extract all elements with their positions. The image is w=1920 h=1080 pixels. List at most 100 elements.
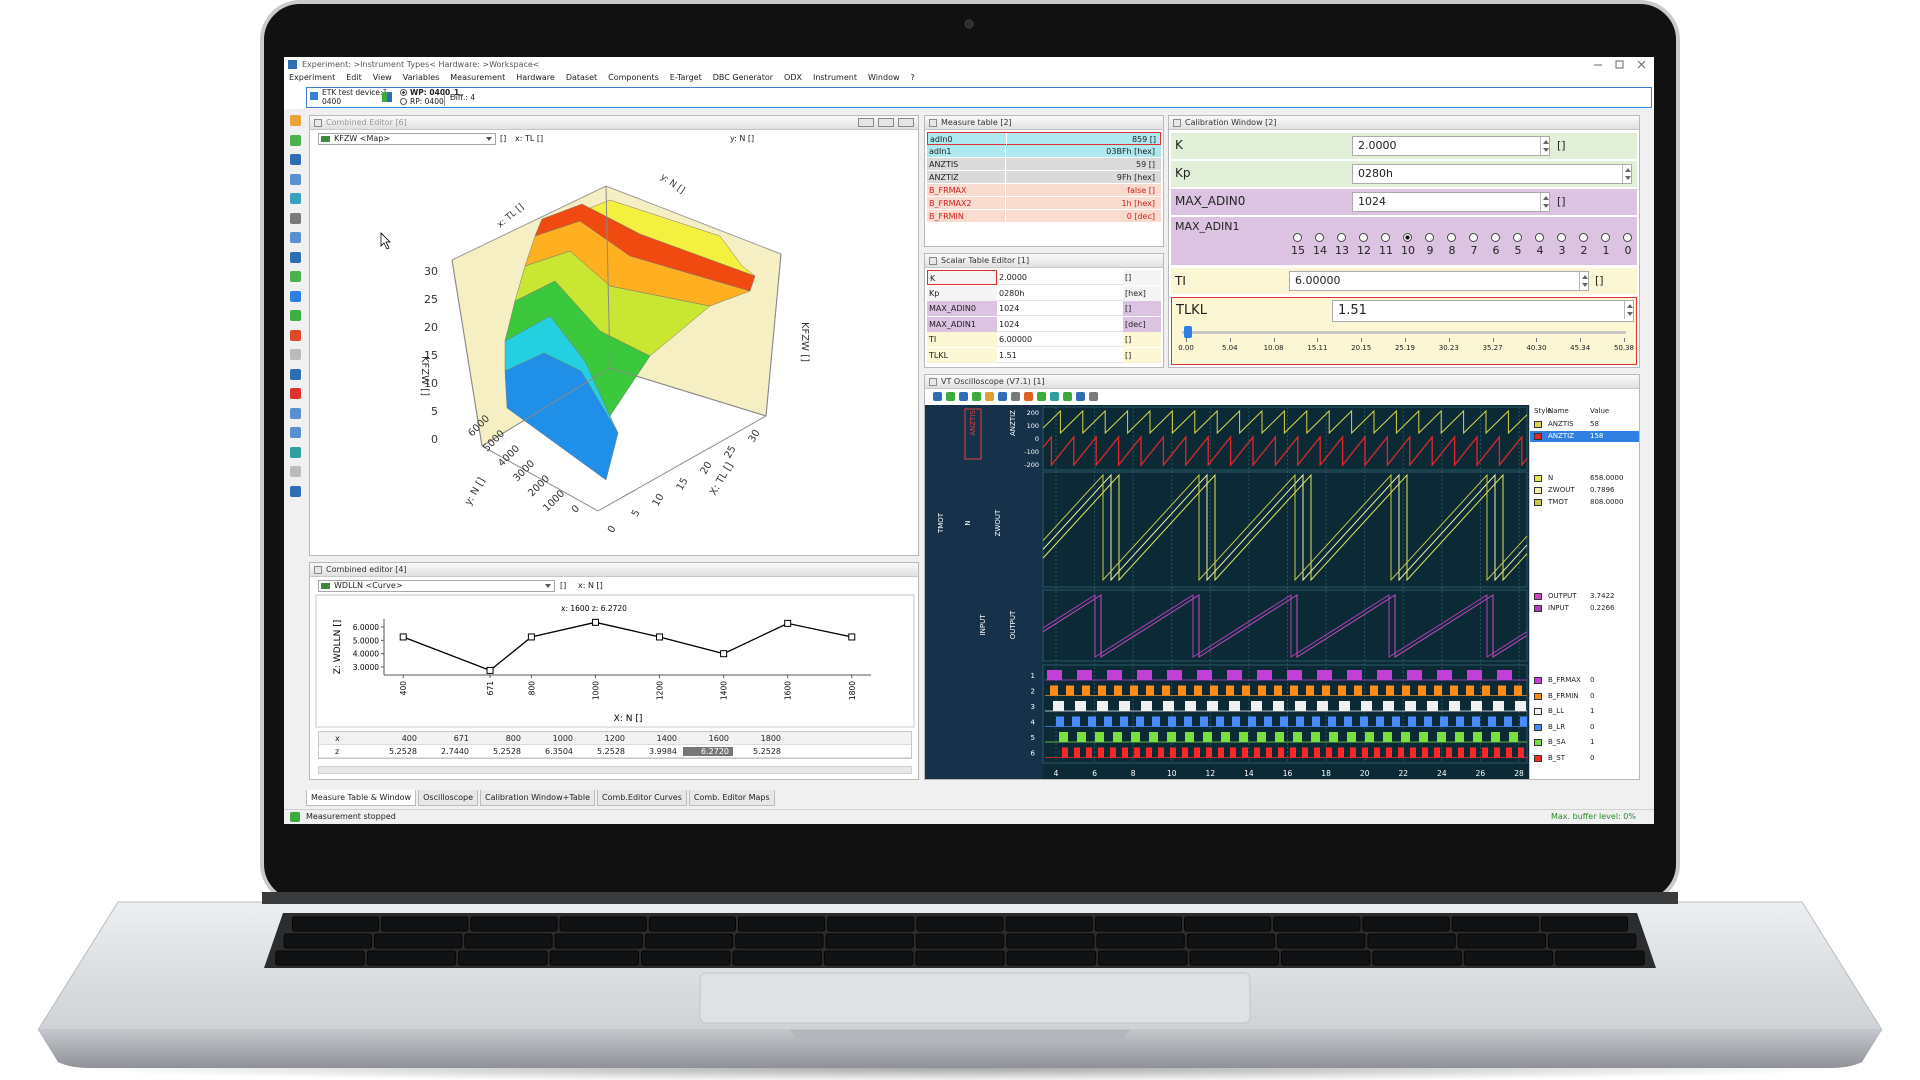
window-button[interactable] <box>898 118 914 127</box>
osc-tool[interactable] <box>1024 392 1033 401</box>
osc-tool[interactable] <box>1037 392 1046 401</box>
legend-entry[interactable]: B_SA 1 <box>1530 737 1639 748</box>
slider-thumb[interactable] <box>1184 326 1192 338</box>
bit-radio[interactable] <box>1513 233 1522 242</box>
tool-icon[interactable] <box>290 251 301 263</box>
menu-item[interactable]: Edit <box>346 73 362 82</box>
tool-icon[interactable] <box>290 271 301 282</box>
tab[interactable]: Calibration Window+Table <box>480 790 596 806</box>
tool-icon[interactable] <box>290 446 301 458</box>
tool-icon[interactable] <box>290 466 301 477</box>
tool-icon[interactable] <box>290 115 301 126</box>
menu-item[interactable]: View <box>372 73 392 82</box>
osc-tool[interactable] <box>998 392 1007 401</box>
legend-entry[interactable]: INPUT 0.2266 <box>1530 603 1639 614</box>
menu-item[interactable]: Instrument <box>812 73 857 82</box>
tool-icon[interactable] <box>290 290 301 302</box>
menu-item[interactable]: Experiment <box>289 73 336 82</box>
bit-radio[interactable] <box>1315 233 1324 242</box>
tool-icon[interactable] <box>290 329 301 341</box>
tool-icon[interactable] <box>290 134 301 146</box>
menu-item[interactable]: Measurement <box>450 73 506 82</box>
legend-entry[interactable]: B_LL 1 <box>1530 706 1639 717</box>
tool-icon[interactable] <box>290 485 301 497</box>
tool-icon[interactable] <box>290 154 301 165</box>
bit-radio[interactable] <box>1293 233 1302 242</box>
bit-radio[interactable] <box>1579 233 1588 242</box>
osc-tool[interactable] <box>1089 392 1098 401</box>
dropdown[interactable]: WDLLN <Curve> <box>318 580 555 592</box>
wp-radio[interactable] <box>400 89 407 96</box>
menu-item[interactable]: Hardware <box>516 73 555 82</box>
menu-item[interactable]: Components <box>608 73 659 82</box>
tool-icon[interactable] <box>290 349 301 360</box>
tool-icon[interactable] <box>290 193 301 204</box>
legend-entry[interactable]: ZWOUT 0.7896 <box>1530 485 1639 496</box>
spinner[interactable] <box>1622 165 1631 183</box>
value-box[interactable]: 0280h <box>1352 164 1632 184</box>
menu-item[interactable]: E-Target <box>669 73 702 82</box>
osc-tool[interactable] <box>1076 392 1085 401</box>
bit-radio[interactable] <box>1337 233 1346 242</box>
bit-radio[interactable] <box>1623 233 1632 242</box>
bit-radio[interactable] <box>1447 233 1456 242</box>
value-box[interactable]: 6.00000 <box>1289 271 1589 291</box>
legend-entry[interactable]: TMOT 808.0000 <box>1530 497 1639 508</box>
menu-item[interactable]: Window <box>867 73 900 82</box>
osc-tool[interactable] <box>972 392 981 401</box>
tool-icon[interactable] <box>290 427 301 438</box>
legend-entry[interactable]: B_FRMIN 0 <box>1530 691 1639 702</box>
window-button[interactable] <box>858 118 874 127</box>
menu-item[interactable]: Dataset <box>565 73 598 82</box>
tool-icon[interactable] <box>290 388 301 399</box>
legend-entry[interactable]: B_LR 0 <box>1530 722 1639 733</box>
spinner[interactable] <box>1624 301 1633 319</box>
bit-radio[interactable] <box>1535 233 1544 242</box>
sync-icon[interactable] <box>382 92 392 102</box>
tab[interactable]: Comb.Editor Curves <box>597 790 687 806</box>
legend-entry[interactable]: ANZTIZ 158 <box>1530 431 1639 442</box>
legend-entry[interactable]: ANZTIS 58 <box>1530 419 1639 430</box>
tool-icon[interactable] <box>290 368 301 380</box>
osc-tool[interactable] <box>933 392 942 401</box>
legend-entry[interactable]: B_ST 0 <box>1530 753 1639 764</box>
bit-radio[interactable] <box>1491 233 1500 242</box>
bit-radio[interactable] <box>1469 233 1478 242</box>
legend-entry[interactable]: N 658.0000 <box>1530 473 1639 484</box>
menu-item[interactable]: DBC Generator <box>712 73 774 82</box>
osc-tool[interactable] <box>1011 392 1020 401</box>
bit-radio[interactable] <box>1425 233 1434 242</box>
spinner[interactable] <box>1540 137 1549 155</box>
bit-radio[interactable] <box>1381 233 1390 242</box>
osc-tool[interactable] <box>946 392 955 401</box>
spinner[interactable] <box>1579 272 1588 290</box>
value-box[interactable]: 1024 <box>1352 192 1550 212</box>
tab[interactable]: Oscilloscope <box>418 790 478 806</box>
bit-radio[interactable] <box>1403 233 1412 242</box>
value-box[interactable]: 1.51 <box>1332 300 1634 322</box>
value-box[interactable]: 2.0000 <box>1352 136 1550 156</box>
menu-item[interactable]: ODX <box>784 73 802 82</box>
bit-radio[interactable] <box>1601 233 1610 242</box>
osc-tool[interactable] <box>985 392 994 401</box>
tool-icon[interactable] <box>290 173 301 185</box>
menu-item[interactable]: ? <box>910 73 915 82</box>
window-button[interactable] <box>878 118 894 127</box>
tool-icon[interactable] <box>290 232 301 243</box>
legend-entry[interactable]: B_FRMAX 0 <box>1530 675 1639 686</box>
tab[interactable]: Measure Table & Window <box>306 790 417 806</box>
rp-radio[interactable] <box>400 98 407 105</box>
legend-entry[interactable]: OUTPUT 3.7422 <box>1530 591 1639 602</box>
menu-item[interactable]: Variables <box>402 73 440 82</box>
tab[interactable]: Comb. Editor Maps <box>688 790 775 806</box>
osc-tool[interactable] <box>959 392 968 401</box>
tool-icon[interactable] <box>290 212 301 224</box>
osc-tool[interactable] <box>1050 392 1059 401</box>
dropdown[interactable]: KFZW <Map> <box>318 133 496 145</box>
tool-icon[interactable] <box>290 310 301 321</box>
bit-radio[interactable] <box>1557 233 1566 242</box>
osc-tool[interactable] <box>1063 392 1072 401</box>
spinner[interactable] <box>1540 193 1549 211</box>
tool-icon[interactable] <box>290 407 301 419</box>
bit-radio[interactable] <box>1359 233 1368 242</box>
